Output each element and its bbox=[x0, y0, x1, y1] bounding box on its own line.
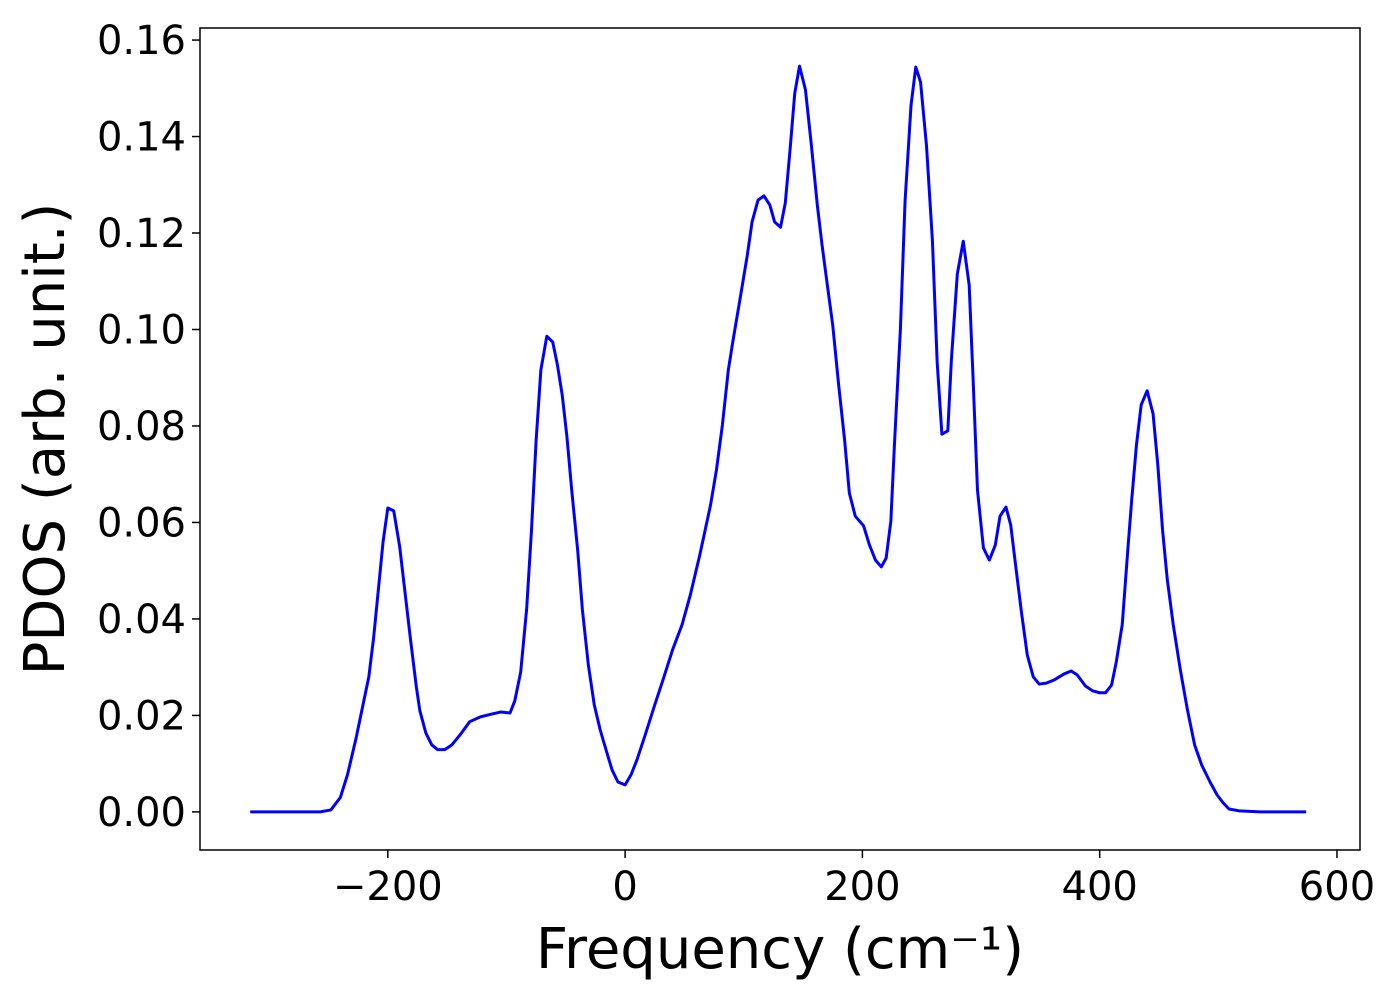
x-tick-label: 0 bbox=[612, 864, 637, 910]
y-tick-label: 0.04 bbox=[97, 597, 186, 643]
y-tick-label: 0.10 bbox=[97, 307, 186, 353]
y-tick-label: 0.02 bbox=[97, 693, 186, 739]
y-tick-label: 0.00 bbox=[97, 790, 186, 836]
x-tick-label: 200 bbox=[824, 864, 900, 910]
y-tick-label: 0.12 bbox=[97, 211, 186, 257]
y-axis-label: PDOS (arb. unit.) bbox=[13, 203, 78, 676]
plot-frame bbox=[199, 27, 1361, 851]
x-axis-label: Frequency (cm⁻¹) bbox=[536, 917, 1024, 982]
y-tick-label: 0.16 bbox=[97, 18, 186, 64]
y-tick-label: 0.08 bbox=[97, 404, 186, 450]
pdos-line bbox=[250, 64, 1307, 814]
y-tick-label: 0.14 bbox=[97, 115, 186, 161]
x-tick-label: 400 bbox=[1062, 864, 1138, 910]
y-tick-label: 0.06 bbox=[97, 500, 186, 546]
x-tick-label: 600 bbox=[1299, 864, 1375, 910]
x-tick-label: −200 bbox=[333, 864, 443, 910]
